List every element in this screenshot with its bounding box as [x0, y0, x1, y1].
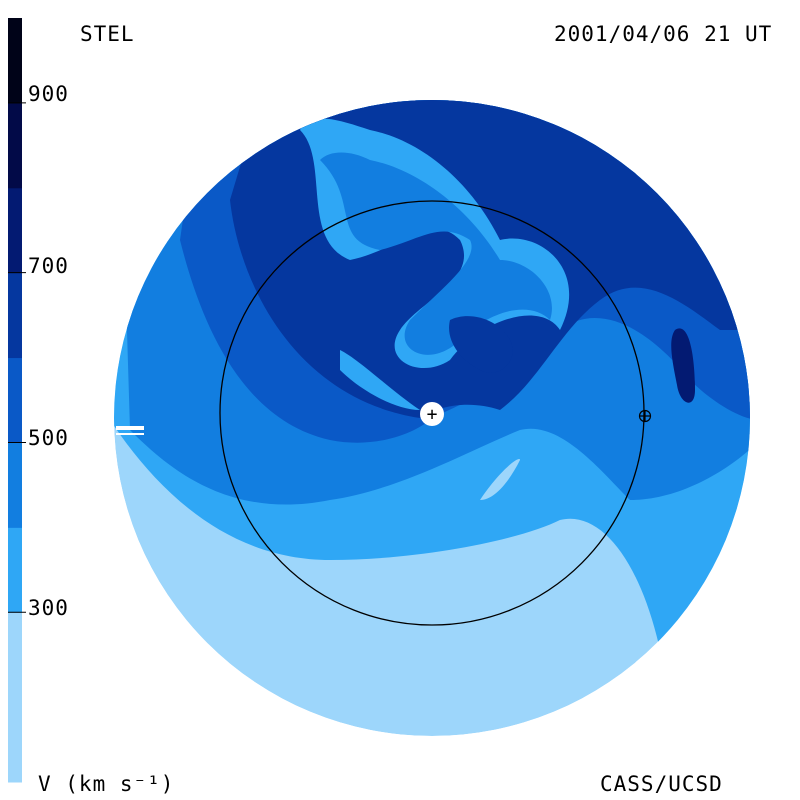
colorbar-band-900-1000: [8, 18, 22, 104]
tick-label-500: 500: [28, 426, 69, 450]
colorbar-band-600-700: [8, 272, 22, 359]
colorbar-band-400-500: [8, 442, 22, 528]
band-400-500-island: [320, 152, 552, 355]
tick-label-700: 700: [28, 254, 69, 278]
credit-label: CASS/UCSD: [600, 772, 723, 796]
band-600-700-core: [449, 316, 513, 373]
data-gap-streak-2: [116, 433, 144, 435]
sun-marker: [420, 402, 444, 426]
colorbar-band-500-600: [8, 357, 22, 443]
data-gap-streak: [116, 426, 144, 430]
colorbar-band-700-800: [8, 187, 22, 274]
band-slow-wind-streak: [480, 459, 520, 500]
colorbar-band-800-900: [8, 102, 22, 189]
timestamp-label: 2001/04/06 21 UT: [554, 22, 773, 46]
sun-center-symbol: +: [427, 404, 438, 425]
earth-orbit-circle: [219, 200, 645, 626]
band-300-400-streak: [340, 350, 420, 410]
tick-label-900: 900: [28, 82, 69, 106]
station-label: STEL: [80, 22, 135, 46]
velocity-colorbar: [8, 18, 26, 783]
colorbar-band-300-400: [8, 527, 22, 613]
velocity-unit-label: V (km s⁻¹): [38, 772, 175, 796]
tick-label-300: 300: [28, 596, 69, 620]
band-700-800-core: [671, 328, 695, 403]
colorbar-band-100-300: [8, 612, 22, 783]
